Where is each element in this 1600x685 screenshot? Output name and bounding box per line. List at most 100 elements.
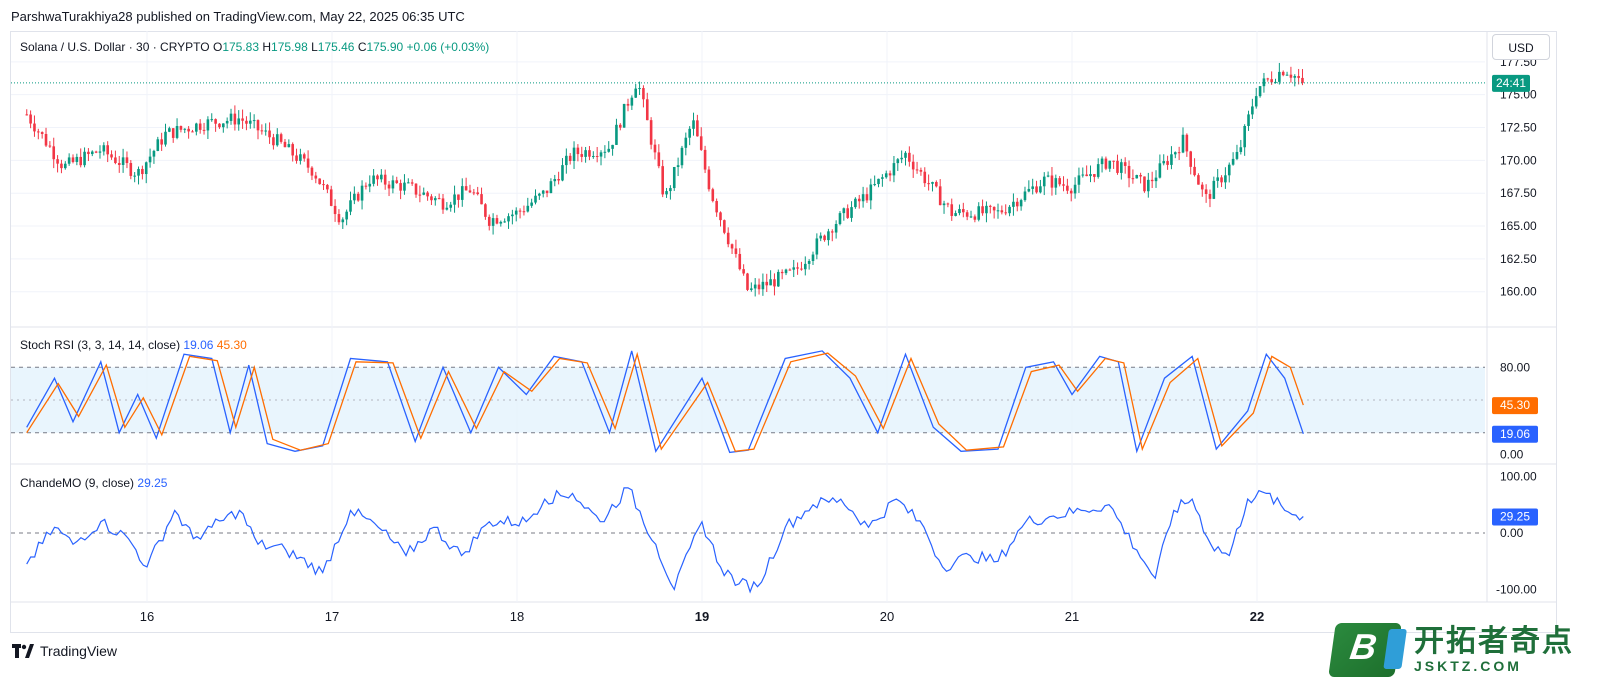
candle-down — [191, 131, 194, 133]
stoch-tick-label: 0.00 — [1500, 448, 1524, 462]
candle-up — [102, 145, 106, 152]
candle-down — [703, 149, 707, 170]
candle-down — [908, 152, 911, 162]
currency-button[interactable]: USD — [1492, 34, 1550, 60]
symbol-title[interactable]: Solana / U.S. Dollar · 30 · CRYPTO — [20, 40, 210, 54]
candle-up — [449, 204, 453, 208]
candle-down — [915, 169, 919, 171]
candle-up — [460, 186, 464, 200]
candle-down — [326, 184, 329, 190]
low-value: 175.46 — [317, 40, 355, 54]
candle-up — [195, 123, 198, 132]
candle-up — [1120, 162, 1123, 173]
candle-up — [1274, 81, 1277, 83]
candle-up — [275, 134, 279, 146]
chandemo-legend[interactable]: ChandeMO (9, close) 29.25 — [20, 476, 167, 490]
candle-down — [1220, 177, 1223, 183]
candle-up — [1262, 78, 1266, 87]
candle-up — [349, 200, 352, 212]
candle-up — [819, 235, 823, 239]
candle-up — [977, 206, 981, 220]
candle-up — [407, 182, 410, 184]
candle-down — [202, 129, 206, 131]
candle-up — [549, 181, 553, 194]
time-tick-label: 22 — [1250, 609, 1264, 624]
candle-up — [422, 192, 426, 195]
candle-up — [530, 202, 533, 206]
tradingview-logo[interactable]: TradingView — [12, 643, 117, 659]
candle-up — [672, 166, 676, 189]
time-tick-label: 16 — [140, 609, 154, 624]
candle-up — [753, 284, 757, 289]
candle-down — [1166, 161, 1169, 165]
candle-up — [503, 221, 506, 223]
candle-down — [738, 253, 742, 270]
candle-up — [1077, 175, 1081, 185]
candle-up — [803, 263, 807, 270]
candle-up — [680, 147, 684, 166]
change-value: +0.06 (+0.03%) — [406, 40, 490, 54]
candle-down — [1062, 184, 1065, 186]
candle-up — [884, 173, 888, 178]
candle-down — [1085, 174, 1088, 177]
candle-down — [595, 156, 599, 158]
candle-down — [364, 185, 368, 187]
candle-down — [576, 147, 580, 155]
candle-down — [468, 190, 472, 193]
stoch-band — [11, 367, 1485, 433]
candle-down — [715, 201, 718, 213]
candle-up — [873, 184, 876, 186]
candle-up — [599, 152, 603, 157]
candle-down — [48, 145, 52, 147]
candle-down — [757, 284, 761, 290]
candle-down — [1208, 194, 1212, 199]
cmo-tick-label: -100.00 — [1496, 583, 1537, 597]
candle-up — [904, 152, 907, 158]
candle-up — [368, 183, 372, 187]
cmo-tick-label: 0.00 — [1500, 526, 1524, 540]
candle-up — [360, 185, 364, 201]
candle-down — [580, 154, 584, 157]
candle-down — [734, 248, 738, 254]
candle-down — [846, 208, 849, 218]
candle-down — [314, 175, 318, 179]
candle-up — [63, 163, 67, 169]
stoch-k-tag-bg — [1492, 425, 1538, 443]
candle-up — [372, 175, 375, 184]
candle-down — [1058, 178, 1061, 185]
candle-up — [287, 144, 291, 148]
candle-down — [1123, 162, 1127, 166]
stoch-rsi-name[interactable]: Stoch RSI (3, 3, 14, 14, close) — [20, 338, 181, 352]
chandemo-name[interactable]: ChandeMO (9, close) — [20, 476, 135, 490]
candle-up — [144, 162, 148, 175]
candle-up — [634, 88, 638, 98]
candle-up — [264, 130, 268, 132]
candle-up — [222, 123, 225, 128]
candle-up — [1054, 178, 1058, 188]
candle-up — [1254, 96, 1258, 107]
candle-up — [1216, 177, 1219, 181]
close-value: 175.90 — [366, 40, 404, 54]
candle-down — [256, 120, 260, 131]
candle-down — [726, 232, 730, 245]
candle-up — [854, 198, 857, 208]
candle-down — [56, 159, 59, 164]
candle-up — [538, 193, 541, 196]
candle-up — [1258, 86, 1262, 97]
close-label: C — [357, 40, 367, 54]
candle-up — [341, 219, 345, 223]
candle-down — [1000, 210, 1004, 213]
candle-up — [838, 213, 842, 225]
stoch-rsi-legend[interactable]: Stoch RSI (3, 3, 14, 14, close) 19.06 45… — [20, 338, 247, 352]
price-tag-label: 24:41 — [1496, 76, 1526, 90]
candle-down — [376, 175, 379, 180]
candle-up — [669, 188, 672, 192]
candle-down — [973, 216, 977, 220]
candle-up — [584, 150, 587, 157]
candle-down — [938, 186, 942, 206]
candle-up — [1227, 164, 1231, 176]
main-legend[interactable]: Solana / U.S. Dollar · 30 · CRYPTO O175.… — [20, 40, 489, 54]
candle-down — [310, 167, 314, 176]
candle-up — [1081, 174, 1085, 176]
